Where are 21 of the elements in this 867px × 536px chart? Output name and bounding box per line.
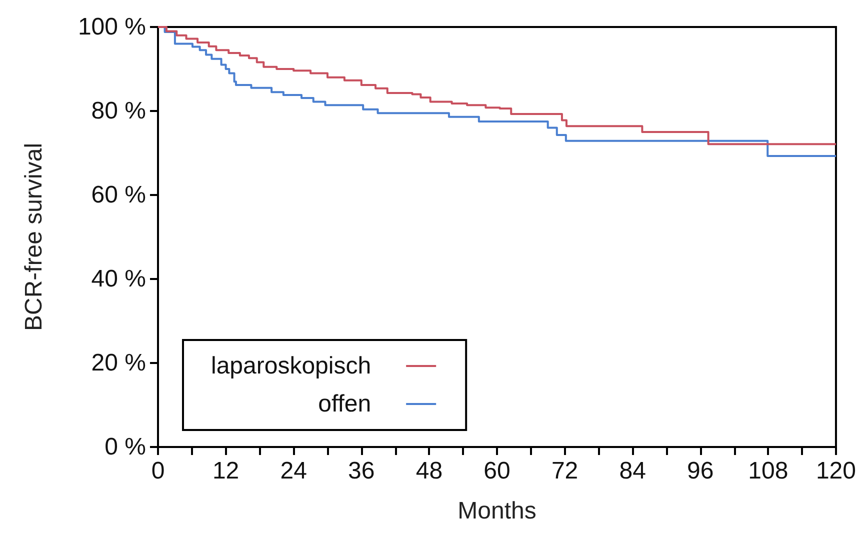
x-tick-label: 36 [348, 458, 375, 484]
x-tick-label: 120 [816, 458, 856, 484]
x-tick-label: 12 [212, 458, 240, 484]
y-axis-title: BCR-free survival [20, 142, 48, 332]
x-tick-label: 84 [619, 458, 646, 484]
x-tick-label: 0 [151, 458, 165, 484]
legend-label: laparoskopisch [210, 352, 372, 380]
x-axis-title: Months [458, 498, 536, 524]
x-tick-label: 96 [687, 458, 714, 484]
legend-label: offen [318, 390, 372, 418]
x-tick-label: 108 [748, 458, 788, 484]
y-tick-label: 0 % [104, 434, 146, 460]
x-tick-label: 60 [484, 458, 510, 484]
x-tick-label: 24 [280, 458, 307, 484]
x-tick-label: 48 [416, 458, 443, 484]
y-tick-label: 60 % [91, 182, 146, 208]
y-tick-label: 40 % [91, 266, 146, 292]
y-tick-label: 20 % [91, 350, 146, 376]
y-tick-label: 100 % [78, 14, 146, 40]
y-tick-label: 80 % [91, 98, 146, 124]
x-tick-label: 72 [551, 458, 578, 484]
